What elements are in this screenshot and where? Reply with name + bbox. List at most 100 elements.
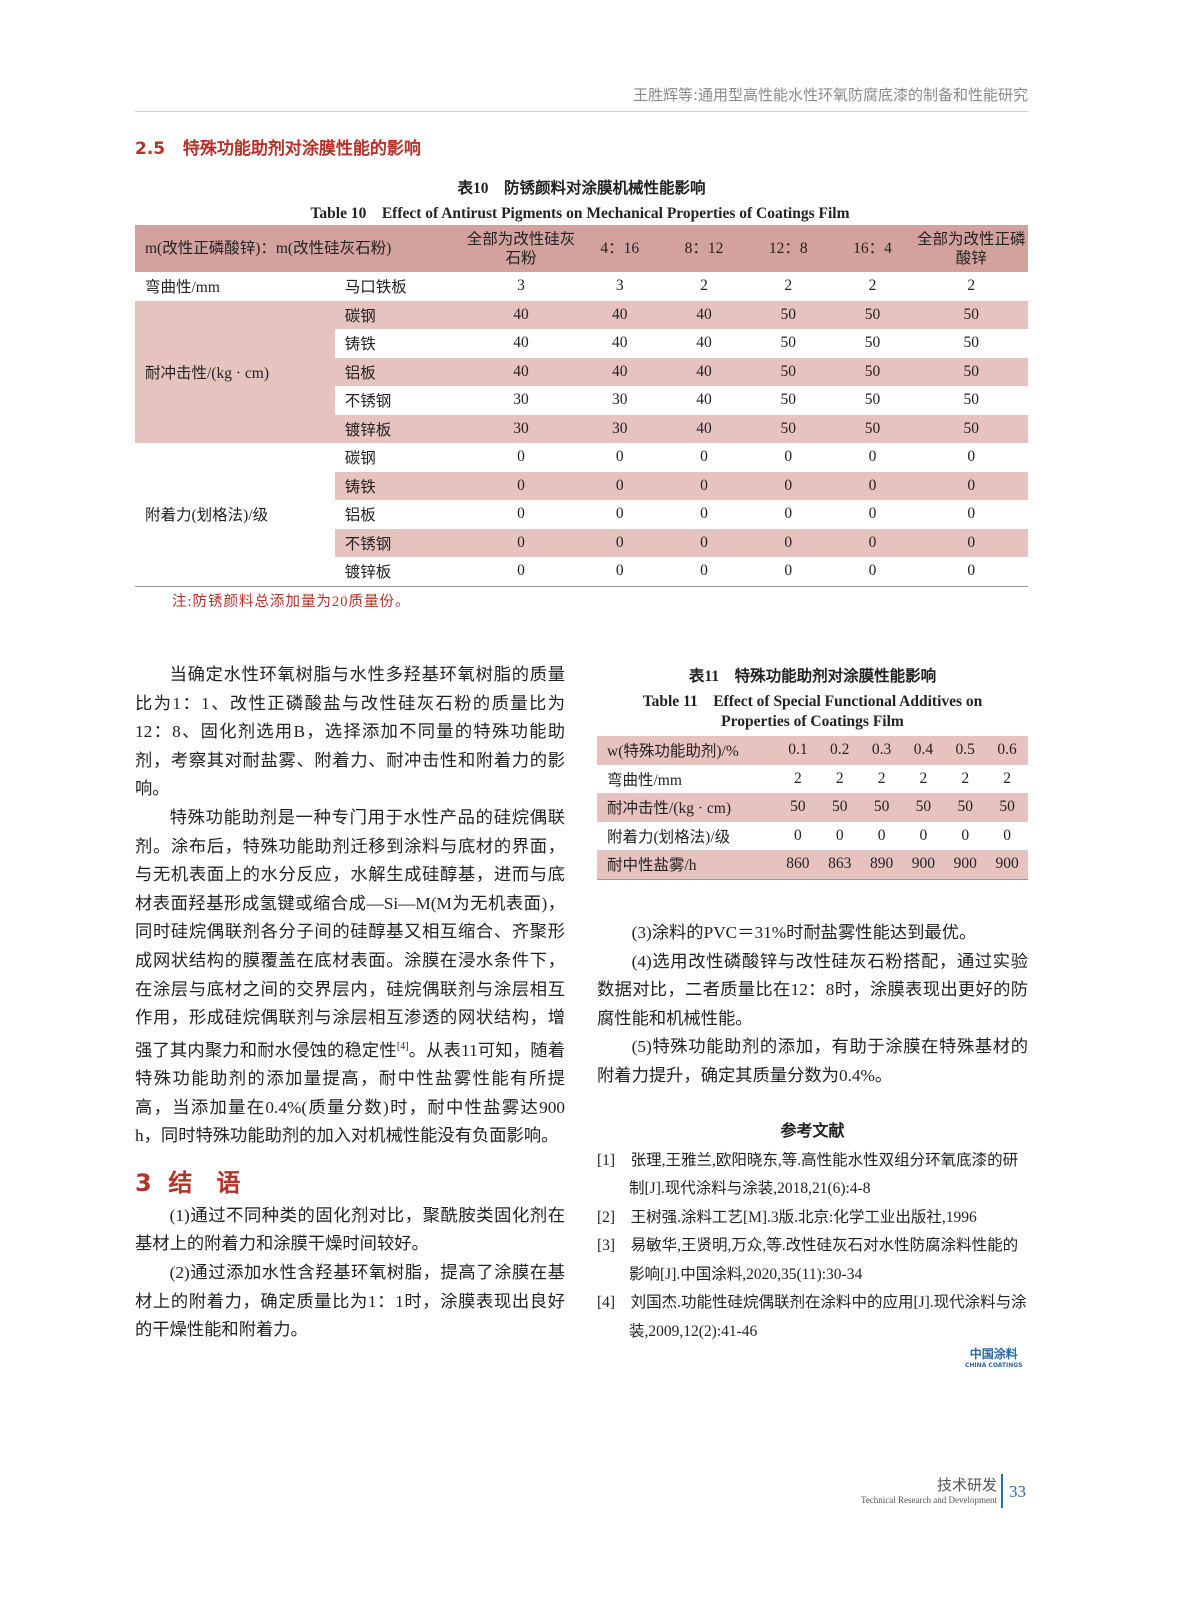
value-cell: 50: [746, 357, 831, 386]
column-header: 4：16: [577, 225, 662, 272]
reference-item: [3] 易敏华,王贤明,万众,等.改性硅灰石对水性防腐涂料性能的影响[J].中国…: [597, 1237, 1019, 1283]
citation[interactable]: [4]: [396, 1040, 409, 1052]
table-row: 不锈钢 0 0 0 0 0 0: [135, 528, 1028, 557]
page-number: 33: [1009, 1482, 1026, 1501]
value-cell: 0: [961, 826, 970, 844]
value-cell: 40: [464, 357, 578, 386]
value-cell: 2: [961, 769, 970, 787]
section-title: 特殊功能助剂对涂膜性能的影响: [182, 139, 421, 159]
paragraph: 当确定水性环氧树脂与水性多羟基环氧树脂的质量比为1：1、改性正磷酸盐与改性硅灰石…: [135, 665, 565, 799]
column-header: 0.5: [944, 736, 987, 765]
conclusion-item: (4)选用改性磷酸锌与改性硅灰石粉搭配，通过实验数据对比，二者质量比在12：8时…: [597, 951, 1028, 1028]
table-row: 弯曲性/mm 马口铁板 3 3 2 2 2 2: [135, 272, 1028, 301]
value-cell: 0: [967, 448, 976, 466]
table-row: 耐冲击性/(kg · cm) 碳钢 40 40 40 50 50 50: [135, 300, 1028, 443]
table-header-row: m(改性正磷酸锌)：m(改性硅灰石粉) 全部为改性硅灰石粉 4：16 8：12 12：8…: [135, 225, 1028, 272]
value-cell: 50: [777, 793, 819, 822]
value-cell: 0: [615, 562, 624, 580]
value-cell: 50: [780, 334, 796, 352]
table11-caption-en-2: Properties of Coatings Film: [721, 713, 904, 730]
table10-caption-cn: 表10 防锈颜料对涂膜机械性能影响: [457, 180, 706, 197]
section-number: 3: [135, 1168, 152, 1197]
value-cell: 50: [963, 334, 980, 352]
footer-section-en: Technical Research and Development: [860, 1495, 997, 1505]
value-cell: 2: [877, 769, 886, 787]
value-cell: 0: [464, 528, 578, 557]
section-title: 结 语: [168, 1168, 241, 1197]
value-cell: 0: [868, 562, 877, 580]
table-row: 附着力(划格法)/级 0 0 0 0 0 0: [597, 822, 1028, 851]
value-cell: 50: [830, 414, 915, 443]
value-cell: 900: [986, 850, 1028, 879]
conclusion-item: (5)特殊功能助剂的添加，有助于涂膜在特殊基材的附着力提升，确定其质量分数为0.…: [597, 1037, 1028, 1085]
value-cell: 2: [700, 277, 708, 295]
value-cell: 40: [464, 300, 578, 329]
header-cell: w(特殊功能助剂)/%: [597, 736, 777, 765]
column-header: 全部为改性硅灰石粉: [464, 225, 578, 272]
value-cell: 0: [615, 448, 624, 466]
table-row: 铸铁 0 0 0 0 0 0: [135, 471, 1028, 500]
value-cell: 40: [577, 357, 662, 386]
value-cell: 40: [513, 334, 529, 352]
conclusion-item: (2)通过添加水性含羟基环氧树脂，提高了涂膜在基材上的附着力，确定质量比为1：1…: [135, 1263, 565, 1340]
conclusion-item: (3)涂料的PVC＝31%时耐盐雾性能达到最优。: [631, 923, 977, 942]
value-cell: 0: [577, 528, 662, 557]
row-label: 弯曲性/mm: [607, 771, 682, 789]
value-cell: 0: [784, 505, 793, 523]
footer-divider: [1001, 1474, 1003, 1508]
value-cell: 0: [914, 528, 1028, 557]
value-cell: 863: [818, 850, 861, 879]
value-cell: 0: [700, 505, 708, 523]
value-cell: 30: [513, 391, 529, 409]
substrate-cell: 不锈钢: [334, 528, 465, 557]
table-row: 附着力(划格法)/级 碳钢 0 0 0 0 0 0: [135, 443, 1028, 524]
substrate-cell: 铝板: [344, 507, 376, 525]
value-cell: 30: [612, 391, 628, 409]
value-cell: 0: [830, 528, 915, 557]
value-cell: 40: [661, 300, 747, 329]
value-cell: 2: [794, 769, 802, 787]
table-row: 铝板 40 40 40 50 50 50: [135, 357, 1028, 386]
column-header: 16：4: [830, 225, 915, 272]
table10-caption-en: Table 10 Effect of Antirust Pigments on …: [310, 205, 850, 222]
substrate-cell: 铸铁: [344, 336, 376, 354]
value-cell: 0: [1003, 826, 1011, 844]
substrate-cell: 镀锌板: [344, 564, 392, 582]
table11-caption-cn: 表11 特殊功能助剂对涂膜性能影响: [688, 668, 937, 685]
value-cell: 50: [914, 414, 1028, 443]
value-cell: 50: [864, 391, 881, 409]
table-row: 耐冲击性/(kg · cm) 50 50 50 50 50 50: [597, 793, 1028, 822]
value-cell: 50: [818, 793, 861, 822]
value-cell: 30: [577, 414, 662, 443]
value-cell: 0: [919, 826, 928, 844]
value-cell: 50: [864, 334, 881, 352]
column-header: 12：8: [746, 225, 831, 272]
substrate-cell: 马口铁板: [344, 279, 407, 297]
value-cell: 50: [830, 300, 915, 329]
value-cell: 50: [780, 391, 796, 409]
column-header: 0.2: [818, 736, 861, 765]
logo-cn: 中国涂料: [969, 1347, 1018, 1361]
paragraph: 特殊功能助剂是一种专门用于水性产品的硅烷偶联剂。涂布后，特殊功能助剂迁移到涂料与…: [135, 804, 565, 1151]
value-cell: 50: [914, 300, 1028, 329]
footer-section: 技术研发 Technical Research and Development: [820, 1474, 997, 1505]
header-cell: m(改性正磷酸锌)：m(改性硅灰石粉): [135, 225, 465, 272]
value-cell: 50: [914, 357, 1028, 386]
value-cell: 40: [696, 334, 712, 352]
table-row: 不锈钢 30 30 40 50 50 50: [135, 386, 1028, 415]
value-cell: 860: [777, 850, 819, 879]
value-cell: 0: [517, 448, 525, 466]
value-cell: 2: [784, 277, 793, 295]
value-cell: 0: [868, 448, 877, 466]
value-cell: 50: [986, 793, 1028, 822]
value-cell: 2: [868, 277, 877, 295]
value-cell: 0: [661, 471, 747, 500]
value-cell: 30: [464, 414, 578, 443]
column-header: 全部为改性正磷酸锌: [914, 225, 1028, 272]
value-cell: 0: [784, 448, 793, 466]
value-cell: 40: [661, 414, 747, 443]
value-cell: 0: [615, 505, 624, 523]
value-cell: 3: [517, 277, 525, 295]
value-cell: 0: [700, 562, 708, 580]
value-cell: 40: [661, 357, 747, 386]
